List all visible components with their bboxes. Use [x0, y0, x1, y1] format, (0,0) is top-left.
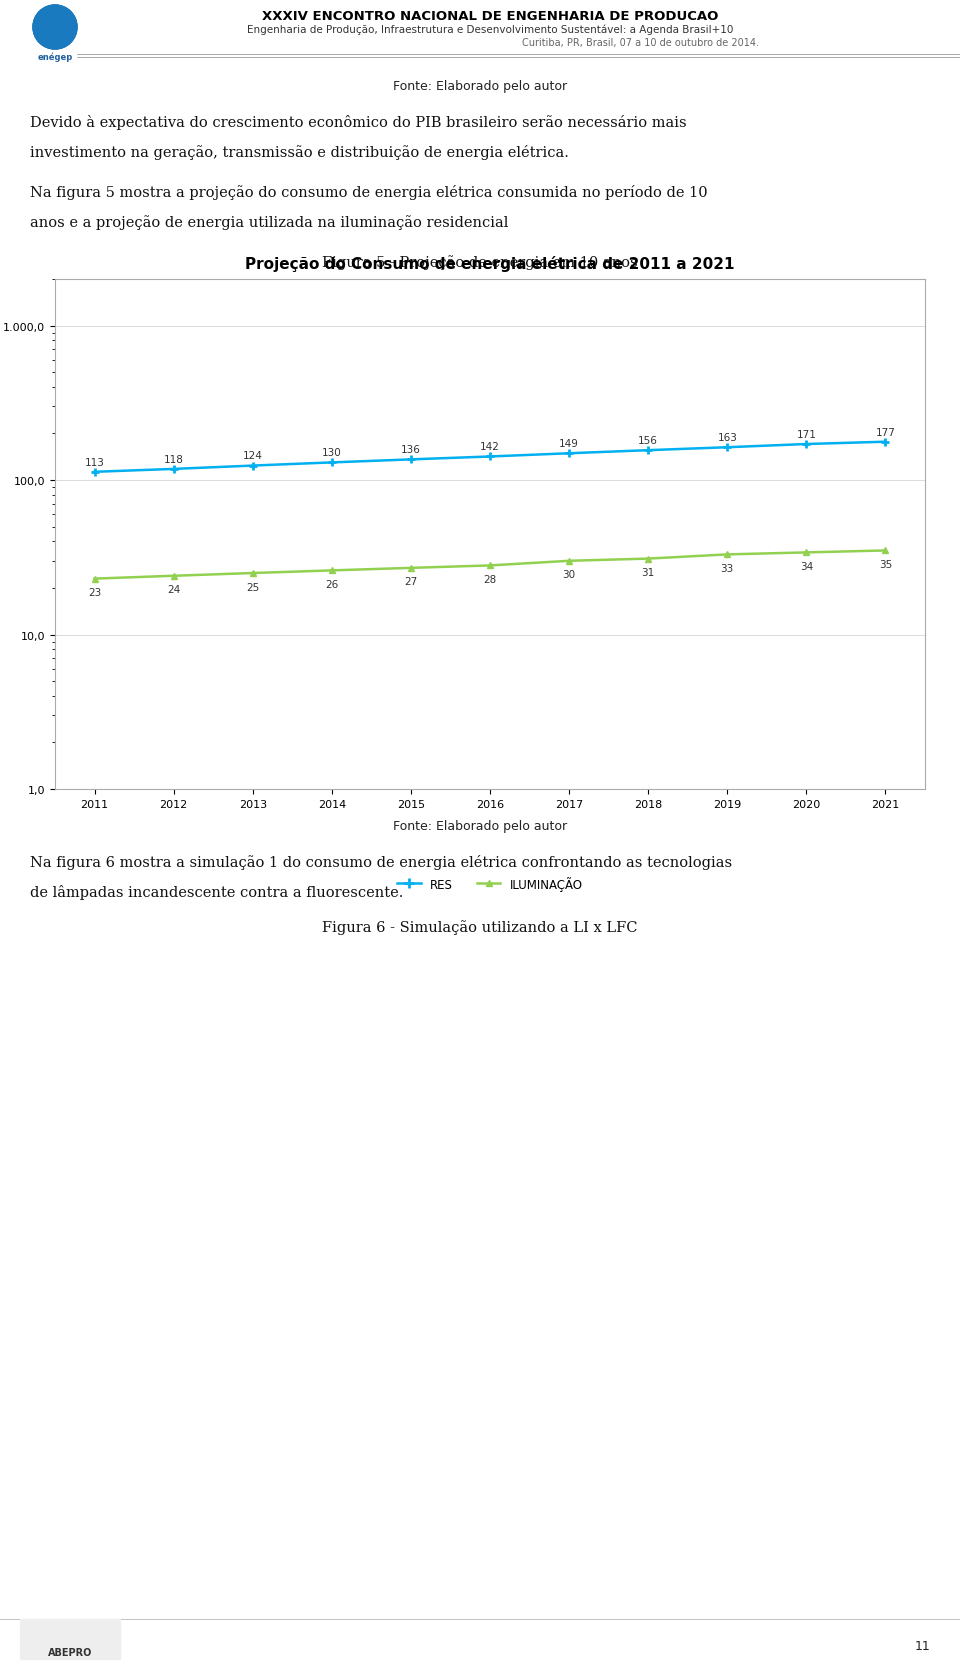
RES: [879, 433, 891, 453]
Title: Projeção do Consumo de energia elétrica de 2011 a 2021: Projeção do Consumo de energia elétrica …: [245, 256, 734, 271]
RES: [168, 459, 180, 479]
Text: 163: 163: [717, 433, 737, 443]
ILUMINAÇÃO: [168, 566, 180, 586]
Text: 30: 30: [563, 571, 576, 581]
ILUMINAÇÃO: [642, 549, 654, 569]
Text: 27: 27: [404, 577, 418, 587]
Text: 33: 33: [721, 564, 733, 574]
Text: Na figura 5 mostra a projeção do consumo de energia elétrica consumida no períod: Na figura 5 mostra a projeção do consumo…: [30, 185, 708, 200]
RES: [247, 456, 258, 476]
Text: Fonte: Elaborado pelo autor: Fonte: Elaborado pelo autor: [393, 80, 567, 93]
Text: enégep: enégep: [37, 52, 73, 62]
Text: 177: 177: [876, 428, 896, 438]
Text: Curitiba, PR, Brasil, 07 a 10 de outubro de 2014.: Curitiba, PR, Brasil, 07 a 10 de outubro…: [521, 38, 758, 48]
Text: 171: 171: [797, 429, 816, 439]
RES: [405, 451, 417, 471]
Text: Engenharia de Produção, Infraestrutura e Desenvolvimento Sustentável: a Agenda B: Engenharia de Produção, Infraestrutura e…: [247, 23, 733, 35]
Text: 34: 34: [800, 562, 813, 572]
Text: Figura 5 - Projeção de energia em 10 anos: Figura 5 - Projeção de energia em 10 ano…: [323, 255, 637, 270]
Text: 25: 25: [246, 582, 259, 592]
Text: 136: 136: [401, 444, 420, 454]
Text: 130: 130: [322, 448, 342, 458]
Text: anos e a projeção de energia utilizada na iluminação residencial: anos e a projeção de energia utilizada n…: [30, 215, 509, 230]
Bar: [20, 1619, 120, 1659]
Text: 113: 113: [84, 458, 105, 468]
ILUMINAÇÃO: [564, 551, 575, 571]
RES: [88, 463, 100, 483]
Text: 156: 156: [638, 436, 659, 446]
RES: [484, 448, 495, 468]
Text: Devido à expectativa do crescimento econômico do PIB brasileiro serão necessário: Devido à expectativa do crescimento econ…: [30, 115, 686, 130]
Text: 149: 149: [559, 439, 579, 449]
Line: ILUMINAÇÃO: ILUMINAÇÃO: [91, 547, 889, 582]
Text: Na figura 6 mostra a simulação 1 do consumo de energia elétrica confrontando as : Na figura 6 mostra a simulação 1 do cons…: [30, 855, 732, 870]
ILUMINAÇÃO: [801, 542, 812, 562]
Text: 35: 35: [878, 559, 892, 569]
RES: [564, 444, 575, 464]
Text: 24: 24: [167, 586, 180, 596]
ILUMINAÇÃO: [879, 541, 891, 561]
Text: 26: 26: [325, 579, 339, 589]
RES: [722, 438, 733, 458]
RES: [326, 453, 338, 473]
Legend: RES, ILUMINAÇÃO: RES, ILUMINAÇÃO: [393, 872, 588, 895]
Text: ABEPRO: ABEPRO: [48, 1647, 92, 1657]
ILUMINAÇÃO: [484, 556, 495, 576]
Circle shape: [33, 7, 77, 50]
ILUMINAÇÃO: [247, 564, 258, 584]
ILUMINAÇÃO: [88, 569, 100, 589]
Text: 31: 31: [641, 567, 655, 577]
Text: Figura 6 - Simulação utilizando a LI x LFC: Figura 6 - Simulação utilizando a LI x L…: [323, 920, 637, 934]
RES: [801, 434, 812, 454]
Text: de lâmpadas incandescente contra a fluorescente.: de lâmpadas incandescente contra a fluor…: [30, 885, 403, 900]
ILUMINAÇÃO: [722, 546, 733, 566]
Circle shape: [33, 7, 77, 50]
Text: 142: 142: [480, 443, 500, 453]
Text: investimento na geração, transmissão e distribuição de energia elétrica.: investimento na geração, transmissão e d…: [30, 145, 569, 160]
RES: [642, 441, 654, 461]
ILUMINAÇÃO: [326, 561, 338, 581]
Text: 118: 118: [164, 454, 183, 464]
ILUMINAÇÃO: [405, 559, 417, 579]
Line: RES: RES: [90, 438, 890, 476]
Text: XXXIV ENCONTRO NACIONAL DE ENGENHARIA DE PRODUCAO: XXXIV ENCONTRO NACIONAL DE ENGENHARIA DE…: [262, 10, 718, 23]
Text: 28: 28: [484, 574, 496, 584]
Text: Fonte: Elaborado pelo autor: Fonte: Elaborado pelo autor: [393, 819, 567, 832]
Text: 23: 23: [88, 587, 101, 597]
Text: 11: 11: [914, 1639, 930, 1652]
Text: 124: 124: [243, 451, 263, 461]
